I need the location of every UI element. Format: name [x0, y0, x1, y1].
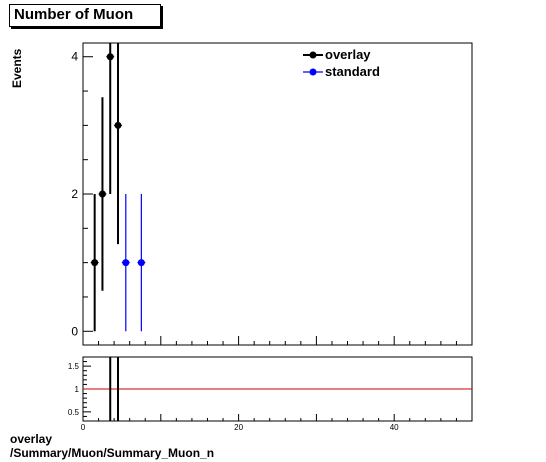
data-point-overlay	[98, 190, 106, 198]
main-y-axis: 0 2 4	[71, 50, 93, 338]
footer-path: /Summary/Muon/Summary_Muon_n	[10, 446, 215, 460]
ratio-y-tick-label: 0.5	[68, 408, 80, 417]
legend-label-overlay: overlay	[325, 47, 371, 62]
data-point-overlay	[114, 121, 122, 129]
chart-title: Number of Muon	[14, 6, 134, 23]
ratio-y-axis: 0.5 1 1.5	[68, 361, 91, 417]
ratio-x-axis: 0 20 40	[81, 414, 473, 432]
main-y-tick-label: 0	[71, 324, 78, 338]
data-point-standard	[122, 259, 130, 267]
data-point-overlay	[106, 53, 114, 61]
main-x-axis	[82, 336, 473, 345]
legend-markers	[303, 51, 323, 76]
ratio-y-tick-label: 1.5	[68, 362, 80, 371]
ratio-y-tick-label: 1	[75, 385, 80, 394]
title-box	[9, 4, 161, 27]
data-point-overlay	[91, 259, 99, 267]
data-point-standard	[137, 259, 145, 267]
main-plot-marks	[90, 43, 146, 332]
main-y-tick-label: 2	[71, 187, 78, 201]
y-axis-label: Events	[10, 48, 24, 88]
footer-label: overlay	[10, 432, 53, 446]
ratio-plot-marks	[83, 357, 472, 421]
ratio-x-tick-label: 0	[81, 423, 86, 432]
legend-marker-standard	[309, 68, 317, 76]
ratio-x-tick-label: 40	[390, 423, 399, 432]
ratio-x-tick-label: 20	[234, 423, 243, 432]
legend-marker-overlay	[309, 51, 317, 59]
legend-label-standard: standard	[325, 64, 380, 79]
main-y-tick-label: 4	[71, 50, 78, 64]
